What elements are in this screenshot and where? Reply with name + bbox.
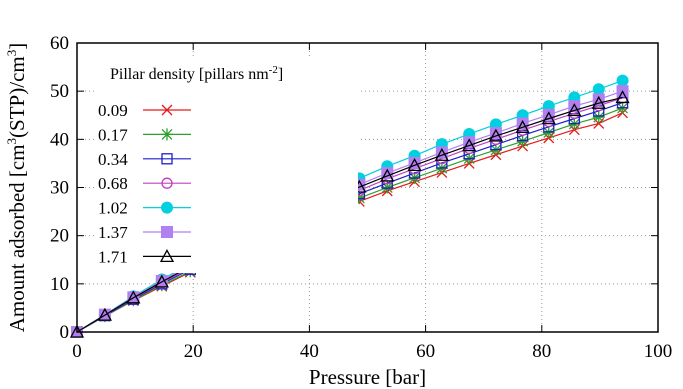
y-tick-label: 30 xyxy=(50,178,69,199)
legend-entry: 1.71 xyxy=(98,247,191,266)
legend-marker xyxy=(161,153,173,165)
legend: Pillar density [pillars nm-2] 0.09 0.17 0.… xyxy=(96,58,358,273)
legend-entry: 1.02 xyxy=(98,199,191,218)
legend-marker xyxy=(161,226,173,238)
data-point xyxy=(592,83,605,96)
data-point xyxy=(488,128,503,142)
data-point xyxy=(126,290,141,304)
data-point xyxy=(542,126,555,139)
x-tick-label: 0 xyxy=(72,341,82,362)
data-point xyxy=(154,274,169,288)
legend-entry: 0.34 xyxy=(98,150,191,169)
legend-label: 0.68 xyxy=(98,174,128,193)
x-tick-label: 40 xyxy=(300,341,319,362)
legend-entry: 0.68 xyxy=(98,174,191,193)
data-point xyxy=(567,103,582,117)
legend-title: Pillar density [pillars nm-2] xyxy=(110,64,283,83)
y-tick-label: 0 xyxy=(60,322,70,343)
legend-background xyxy=(96,58,358,273)
data-point xyxy=(516,117,529,130)
ticks: 0 20 40 60 80 100 0 10 20 30 40 50 60 xyxy=(50,33,672,362)
series-line xyxy=(76,102,623,333)
data-point xyxy=(515,119,530,133)
legend-marker xyxy=(161,128,173,141)
legend-marker xyxy=(161,201,173,214)
data-point xyxy=(462,138,477,152)
legend-entry: 1.37 xyxy=(98,223,191,242)
y-tick-label: 60 xyxy=(50,33,69,54)
legend-label: 1.02 xyxy=(98,199,128,218)
x-tick-label: 80 xyxy=(532,341,551,362)
data-point xyxy=(489,127,502,140)
y-tick-label: 20 xyxy=(50,226,69,247)
data-point xyxy=(380,168,395,182)
legend-entry: 0.17 xyxy=(98,125,191,144)
legend-label: 0.17 xyxy=(98,125,128,144)
legend-marker xyxy=(161,177,173,189)
legend-label: 1.37 xyxy=(98,223,128,242)
data-point xyxy=(591,95,606,109)
x-axis-label: Pressure [bar] xyxy=(309,365,426,389)
y-tick-label: 10 xyxy=(50,274,69,295)
data-point xyxy=(541,111,556,125)
legend-label: 0.09 xyxy=(98,101,128,120)
legend-label: 0.34 xyxy=(98,150,128,169)
data-point xyxy=(616,74,629,87)
y-tick-label: 50 xyxy=(50,81,69,102)
x-tick-label: 20 xyxy=(184,341,203,362)
legend-label: 1.71 xyxy=(98,247,128,266)
data-point xyxy=(592,111,605,124)
x-tick-label: 100 xyxy=(644,341,673,362)
data-point xyxy=(353,192,366,205)
series-line xyxy=(76,96,623,333)
data-point xyxy=(615,90,630,104)
legend-marker xyxy=(159,249,175,263)
y-axis-label: Amount adsorbed [cm3(STP)/cm3] xyxy=(4,43,29,332)
legend-marker xyxy=(161,104,173,116)
x-tick-label: 60 xyxy=(416,341,435,362)
data-point xyxy=(381,181,394,194)
data-point xyxy=(434,147,449,161)
legend-entry: 0.09 xyxy=(98,101,191,120)
data-point xyxy=(97,307,112,321)
y-tick-label: 40 xyxy=(50,129,69,150)
data-point xyxy=(516,135,529,148)
data-point xyxy=(407,157,422,171)
